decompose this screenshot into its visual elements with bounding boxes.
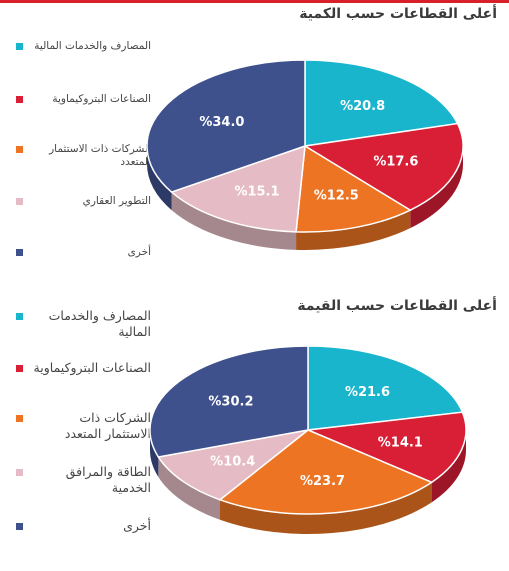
legend-item: المصارف والخدمات المالية — [16, 40, 151, 53]
legend-label: الصناعات البتروكيماوية — [52, 93, 151, 105]
pie-slice — [149, 345, 309, 458]
pie-slice — [157, 429, 309, 501]
pie-slice — [295, 144, 412, 233]
slice-value-label: %20.8 — [340, 99, 385, 114]
pie-slice — [305, 411, 467, 484]
legend-item: الطاقة والمرافق الخدمية — [16, 464, 151, 496]
legend-label: الصناعات البتروكيماوية — [33, 360, 151, 375]
slice-value-label: %34.0 — [199, 115, 244, 130]
pie-slice — [307, 345, 464, 431]
legend-swatch — [16, 43, 23, 50]
pie-slice-side — [296, 210, 411, 250]
slice-value-label: %17.6 — [373, 155, 418, 170]
legend-swatch — [16, 96, 23, 103]
slice-value-label: %21.6 — [345, 385, 390, 400]
legend-item: الصناعات البتروكيماوية — [16, 360, 151, 376]
legend-swatch — [16, 249, 23, 256]
legend-label: المصارف والخدمات المالية — [34, 40, 151, 52]
legend-label: التطوير العقاري — [82, 195, 151, 207]
pie-slice — [302, 122, 464, 212]
pie-slice — [146, 59, 306, 193]
pie-slice-side — [150, 430, 159, 477]
legend-item: الشركات ذات الاستثمار المتعدد — [16, 410, 151, 442]
legend-label: الشركات ذات الاستثمار المتعدد — [64, 410, 151, 441]
legend-swatch — [16, 313, 23, 320]
legend-item: الصناعات البتروكيماوية — [16, 93, 151, 106]
legend-swatch — [16, 146, 23, 153]
pie-slice — [304, 59, 459, 147]
pie-slice-side — [147, 146, 172, 211]
slice-value-label: %23.7 — [300, 474, 345, 489]
pie-slice-side — [410, 146, 464, 229]
legend-label: أخرى — [127, 246, 151, 258]
legend-swatch — [16, 469, 23, 476]
slice-value-label: %30.2 — [208, 395, 253, 410]
legend-swatch — [16, 198, 23, 205]
pie-slice-side — [431, 430, 466, 503]
legend-item: أخرى — [16, 518, 151, 534]
pie-slice — [170, 144, 306, 233]
legend-item: المصارف والخدمات المالية — [16, 308, 151, 340]
slice-value-label: %12.5 — [314, 189, 359, 204]
slice-value-label: %10.4 — [210, 455, 255, 470]
legend-swatch — [16, 523, 23, 530]
legend-label: أخرى — [123, 518, 151, 533]
legend-label: الشركات ذات الاستثمار المتعدد — [49, 143, 151, 168]
chart-title-value: أعلى القطاعات حسب القيمة — [297, 298, 497, 314]
pie-slice — [218, 429, 434, 515]
legend-item: أخرى — [16, 246, 151, 259]
legend-item: الشركات ذات الاستثمار المتعدد — [16, 143, 151, 169]
top-rule — [0, 0, 509, 3]
legend-swatch — [16, 365, 23, 372]
legend-swatch — [16, 415, 23, 422]
chart-title-quantity: أعلى القطاعات حسب الكمية — [299, 6, 497, 22]
pie-slice-side — [158, 456, 221, 520]
pie-slice-side — [220, 482, 432, 535]
slice-value-label: %14.1 — [378, 435, 423, 450]
pie-slice-side — [171, 192, 297, 250]
slice-value-label: %15.1 — [234, 184, 279, 199]
legend-item: التطوير العقاري — [16, 195, 151, 208]
legend-label: الطاقة والمرافق الخدمية — [65, 464, 151, 495]
legend-label: المصارف والخدمات المالية — [48, 308, 151, 339]
